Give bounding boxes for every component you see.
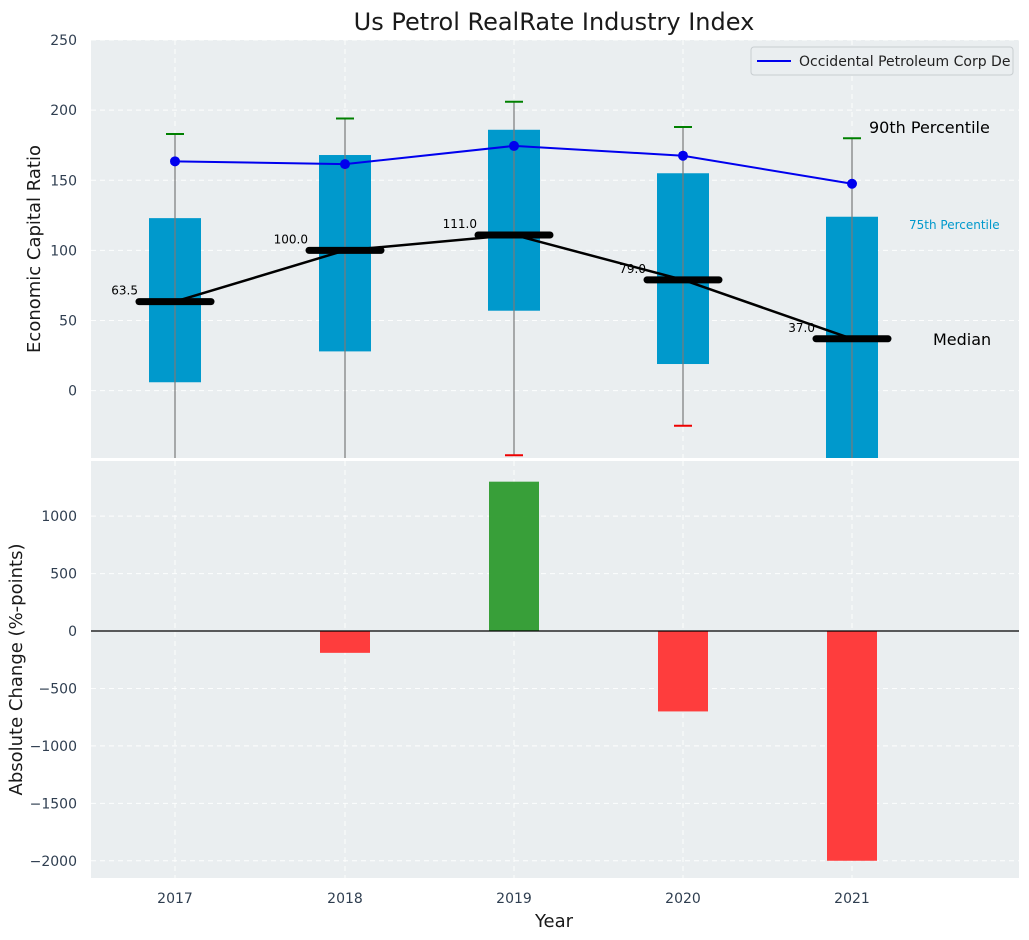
x-tick-label: 2017: [157, 891, 193, 907]
bottom-y-tick-label: −1500: [30, 796, 77, 812]
x-tick-label: 2018: [327, 891, 363, 907]
annotation-75th-percentile: 75th Percentile: [909, 218, 1000, 232]
bar-2021: [827, 631, 877, 861]
x-tick-label: 2020: [665, 891, 701, 907]
annotation-median: Median: [933, 330, 991, 349]
series-point-2020: [678, 150, 688, 161]
bottom-y-tick-label: −1000: [30, 739, 77, 755]
bottom-y-tick-label: −2000: [30, 854, 77, 870]
bottom-y-tick-label: 1000: [41, 509, 77, 525]
top-plot-area: [91, 40, 1019, 458]
top-y-tick-label: 200: [50, 103, 77, 119]
x-axis-title: Year: [534, 911, 574, 932]
series-point-2019: [509, 140, 519, 151]
top-y-tick-label: 150: [50, 173, 77, 189]
bottom-y-axis-title: Absolute Change (%-points): [6, 544, 27, 796]
legend-label-occidental: Occidental Petroleum Corp De: [799, 54, 1010, 70]
bottom-y-tick-label: 500: [50, 567, 77, 583]
annotation-90th-percentile: 90th Percentile: [869, 118, 990, 137]
bar-2020: [658, 631, 708, 712]
top-y-tick-label: 50: [59, 314, 77, 330]
series-point-2017: [170, 156, 180, 167]
top-y-tick-label: 250: [50, 33, 77, 49]
median-value-label: 63.5: [111, 284, 138, 298]
bottom-panel: −2000 −1500 −1000 −500 0 500 1000 Absolute Chan…: [6, 461, 1019, 878]
bottom-plot-area: [91, 461, 1019, 878]
x-tick-label: 2019: [496, 891, 532, 907]
top-panel: 0 50 100 150 200 250 63.5 100.0 111.0 79.0 37.0 90t…: [24, 33, 1019, 458]
top-y-tick-label: 100: [50, 243, 77, 259]
x-axis: 2017 2018 2019 2020 2021 Year: [157, 891, 870, 932]
median-value-label: 100.0: [274, 232, 308, 246]
bar-2018: [320, 631, 370, 653]
top-y-axis-title: Economic Capital Ratio: [24, 145, 45, 353]
series-point-2021: [847, 178, 857, 189]
chart-title: Us Petrol RealRate Industry Index: [354, 8, 755, 36]
median-value-label: 37.0: [788, 321, 815, 335]
bottom-y-tick-label: 0: [68, 624, 77, 640]
legend: Occidental Petroleum Corp De: [750, 46, 1014, 76]
median-value-label: 79.0: [619, 262, 646, 276]
bottom-y-tick-label: −500: [39, 681, 77, 697]
top-y-tick-label: 0: [68, 384, 77, 400]
median-value-label: 111.0: [443, 217, 477, 231]
bar-2019: [489, 481, 539, 632]
legend-box: [750, 46, 1014, 76]
x-tick-label: 2021: [834, 891, 870, 907]
series-point-2018: [340, 159, 350, 170]
